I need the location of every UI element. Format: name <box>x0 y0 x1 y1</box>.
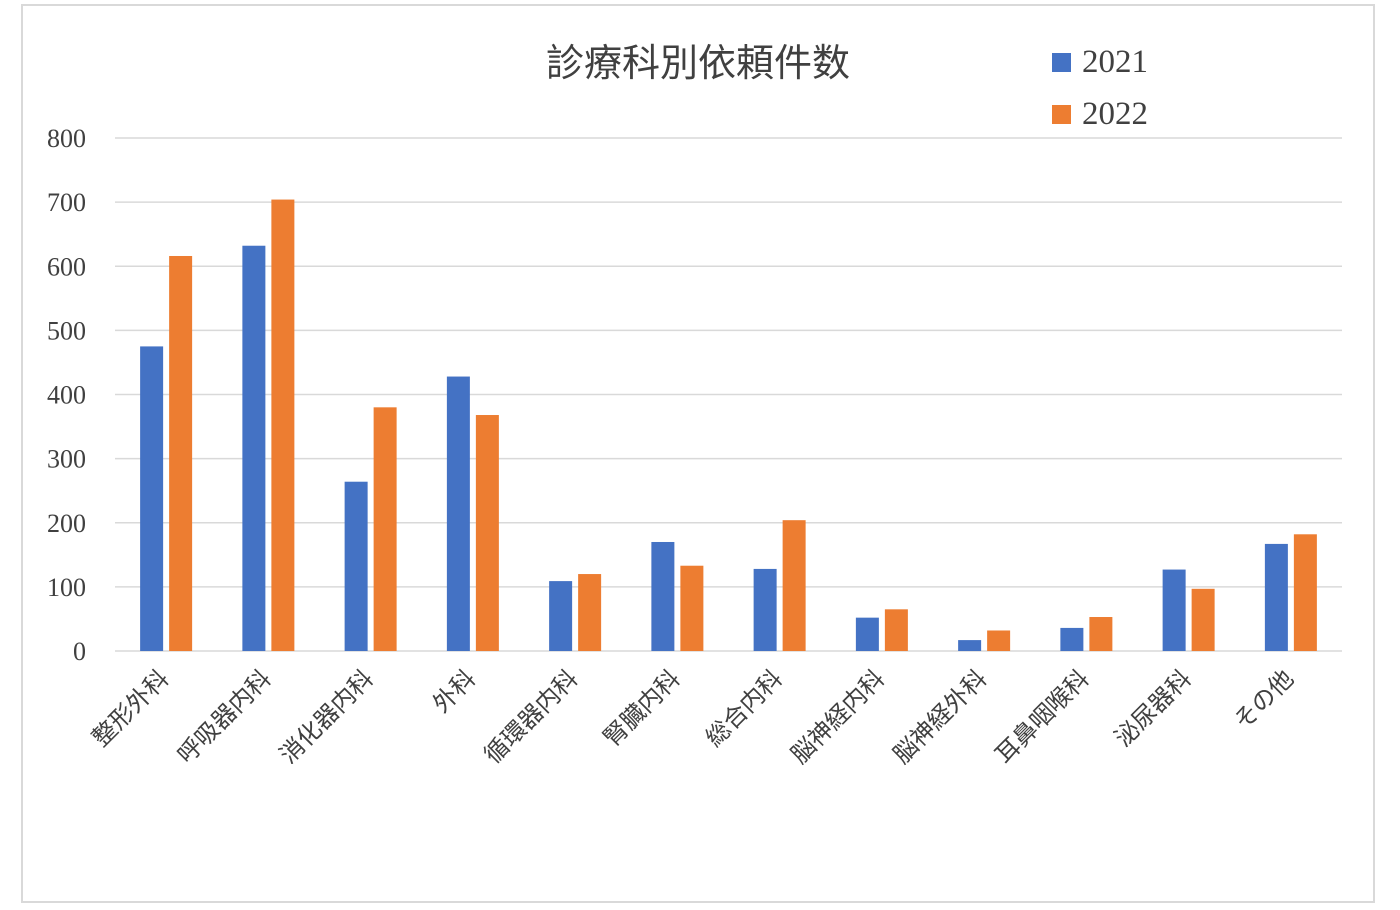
bar-2022 <box>680 565 704 651</box>
bar-2022 <box>782 520 806 651</box>
y-tick-label: 200 <box>47 509 86 538</box>
bar-2021 <box>549 581 573 651</box>
y-tick-label: 400 <box>47 381 86 410</box>
y-tick-label: 600 <box>47 252 86 281</box>
bar-2021 <box>344 481 368 651</box>
bars <box>140 199 1317 652</box>
legend-label: 2021 <box>1082 44 1148 80</box>
bar-2021 <box>1162 569 1186 651</box>
bar-2021 <box>958 640 982 651</box>
bar-2022 <box>475 415 499 651</box>
bar-2021 <box>1060 627 1084 651</box>
gridlines <box>115 137 1342 652</box>
bar-2021 <box>1264 543 1288 651</box>
bar-2022 <box>271 199 295 651</box>
x-category-label: 循環器内科 <box>479 664 584 769</box>
y-axis-tick-labels: 0 100 200 300 400 500 600 700 800 <box>47 124 86 666</box>
bar-2022 <box>1191 588 1215 651</box>
bar-2022 <box>373 407 397 651</box>
y-tick-label: 500 <box>47 316 86 345</box>
bar-2022 <box>1089 617 1113 651</box>
bar-2021 <box>651 541 675 651</box>
x-category-label: 腎臓内科 <box>598 664 686 752</box>
chart-title: 診療科別依頼件数 <box>546 41 850 85</box>
legend-swatch <box>1052 105 1071 124</box>
y-tick-label: 300 <box>47 445 86 474</box>
x-category-label: 脳神経外科 <box>888 664 993 769</box>
x-category-label: 消化器内科 <box>274 664 379 769</box>
bar-2021 <box>140 346 164 651</box>
legend: 2021 2022 <box>1052 44 1148 132</box>
y-tick-label: 700 <box>47 188 86 217</box>
x-category-label: その他 <box>1228 664 1299 735</box>
bar-2022 <box>884 609 908 651</box>
x-category-label: 呼吸器内科 <box>172 664 277 769</box>
bar-2021 <box>855 617 879 651</box>
legend-label: 2022 <box>1082 96 1148 132</box>
bar-2022 <box>987 630 1011 651</box>
bar-2022 <box>578 574 602 651</box>
bar-2021 <box>446 376 470 651</box>
x-category-label: 耳鼻咽喉科 <box>990 664 1095 769</box>
bar-2021 <box>242 245 266 652</box>
bar-2021 <box>753 568 777 651</box>
x-category-label: 外科 <box>427 664 481 718</box>
bar-2022 <box>1293 534 1317 651</box>
x-category-label: 脳神経内科 <box>785 664 890 769</box>
y-tick-label: 100 <box>47 573 86 602</box>
legend-swatch <box>1052 53 1071 72</box>
bar-2022 <box>169 255 193 652</box>
x-category-label: 整形外科 <box>87 664 175 752</box>
x-category-label: 泌尿器科 <box>1109 664 1197 752</box>
x-category-label: 総合内科 <box>700 664 788 752</box>
y-tick-label: 0 <box>73 637 86 666</box>
y-tick-label: 800 <box>47 124 86 153</box>
